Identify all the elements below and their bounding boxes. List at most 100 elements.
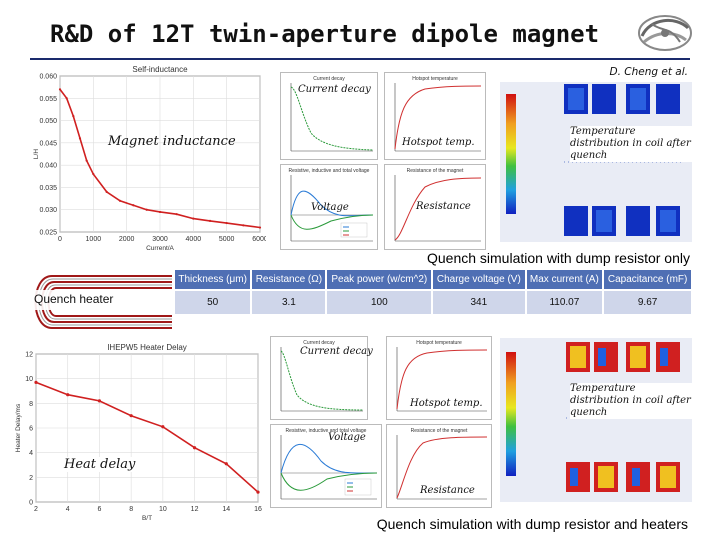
lower-resistance-plot: Resistance of the magnet <box>386 424 492 508</box>
heater-parameter-table: Thickness (μm) Resistance (Ω) Peak power… <box>175 270 693 314</box>
upper-current-plot: Current decay <box>280 72 378 160</box>
series-line <box>35 381 259 493</box>
upper-temp-dist-label: Temperature distribution in coil after q… <box>570 126 694 162</box>
data-point <box>97 399 102 403</box>
table-header-cell: Max current (A) <box>525 270 605 290</box>
plot-title: Hotspot temperature <box>412 76 458 82</box>
upper-resistance-plot: Resistance of the magnet <box>384 164 486 250</box>
data-point <box>161 425 165 429</box>
plot-title: Current decay <box>313 76 345 82</box>
table-cell: 341 <box>432 289 527 314</box>
data-point <box>242 224 245 227</box>
y-tick-label: 10 <box>25 376 33 383</box>
x-tick-label: 5000 <box>219 236 235 243</box>
lower-current-decay-label: Current decay <box>300 346 373 357</box>
plot-title: Resistance of the magnet <box>407 168 464 174</box>
table-header-cell: Resistance (Ω) <box>251 270 328 290</box>
y-tick-label: 0.045 <box>39 140 57 147</box>
y-tick-label: 2 <box>29 475 33 482</box>
x-tick-label: 4000 <box>186 236 202 243</box>
x-tick-label: 16 <box>254 506 262 513</box>
swirl-logo-icon <box>638 15 692 51</box>
y-tick-label: 6 <box>29 426 33 433</box>
data-point <box>65 97 68 100</box>
chart-title: IHEPW5 Heater Delay <box>107 343 187 352</box>
table-header-cell: Peak power (w/cm^2) <box>326 270 434 290</box>
data-point <box>192 217 195 220</box>
x-tick-label: 0 <box>58 236 62 243</box>
data-point <box>175 213 178 216</box>
plot-title: Resistive, inductive and total voltage <box>289 168 370 174</box>
y-tick-label: 0.030 <box>39 207 57 214</box>
y-tick-label: 0.040 <box>39 163 57 170</box>
table-cell: 110.07 <box>525 289 605 314</box>
table-header-cell: Charge voltage (V) <box>432 270 527 290</box>
x-tick-label: 3000 <box>152 236 168 243</box>
lower-voltage-label: Voltage <box>328 432 366 443</box>
y-tick-label: 0 <box>29 500 33 507</box>
y-tick-label: 0.025 <box>39 230 57 237</box>
data-point <box>192 446 197 450</box>
data-point <box>256 490 260 494</box>
y-tick-label: 0.060 <box>39 74 57 81</box>
plot-title: Hotspot temperature <box>416 340 462 346</box>
data-point <box>78 137 82 140</box>
lower-resistance-label: Resistance <box>420 485 475 496</box>
magnet-inductance-label: Magnet inductance <box>108 134 236 149</box>
x-tick-label: 6000 <box>252 236 266 243</box>
upper-hotspot-label: Hotspot temp. <box>402 137 475 148</box>
plot-title: Resistive, inductive and total voltage <box>286 428 367 434</box>
data-point <box>34 380 38 384</box>
lower-hotspot-label: Hotspot temp. <box>410 398 483 409</box>
data-point <box>224 462 228 466</box>
lower-voltage-plot: Resistive, inductive and total voltage <box>270 424 382 508</box>
table-header-cell: Thickness (μm) <box>175 270 253 290</box>
y-tick-label: 4 <box>29 450 33 457</box>
data-point <box>225 221 228 225</box>
upper-current-decay-label: Current decay <box>298 84 371 95</box>
table-header-row: Thickness (μm) Resistance (Ω) Peak power… <box>175 270 693 290</box>
lower-caption: Quench simulation with dump resistor and… <box>376 516 688 532</box>
table-row: 50 3.1 100 341 110.07 9.67 <box>175 289 693 314</box>
slide-title: R&D of 12T twin-aperture dipole magnet <box>50 20 600 48</box>
y-tick-label: 12 <box>25 352 33 359</box>
upper-voltage-label: Voltage <box>311 202 349 213</box>
quench-heater-illustration <box>22 266 192 338</box>
data-point <box>145 208 148 211</box>
upper-hotspot-plot: Hotspot temperature <box>384 72 486 160</box>
x-tick-label: 4 <box>66 506 70 513</box>
upper-temperature-distribution <box>500 82 692 242</box>
y-tick-label: 0.035 <box>39 185 57 192</box>
x-tick-label: 2 <box>34 506 38 513</box>
x-tick-label: 8 <box>129 506 133 513</box>
table-cell: 50 <box>175 289 253 314</box>
upper-caption: Quench simulation with dump resistor onl… <box>426 250 690 266</box>
x-tick-label: 1000 <box>86 236 102 243</box>
data-point <box>92 172 95 176</box>
data-point <box>129 414 133 418</box>
data-point <box>118 199 122 202</box>
upper-resistance-label: Resistance <box>416 201 471 212</box>
data-point <box>158 210 162 214</box>
lower-hotspot-plot: Hotspot temperature <box>386 336 492 420</box>
title-rule <box>30 58 690 60</box>
y-tick-label: 0.050 <box>39 118 57 125</box>
y-axis-label: L/H <box>33 149 40 159</box>
lower-temp-dist-label: Temperature distribution in coil after q… <box>570 383 694 419</box>
data-point <box>208 219 212 222</box>
x-axis-label: Current/A <box>146 245 174 252</box>
data-point <box>58 88 62 91</box>
quench-heater-label: Quench heater <box>34 292 114 306</box>
data-point <box>105 190 108 193</box>
author: D. Cheng et al. <box>609 66 688 78</box>
chart-title: Self-inductance <box>132 65 188 74</box>
upper-voltage-plot: Resistive, inductive and total voltage <box>280 164 378 250</box>
x-tick-label: 6 <box>97 506 101 513</box>
table-cell: 9.67 <box>603 289 693 314</box>
data-point <box>72 115 75 118</box>
table-cell: 100 <box>326 289 434 314</box>
data-point <box>85 159 88 162</box>
y-axis-label: Heater Delay/ms <box>15 403 22 452</box>
x-tick-label: 12 <box>191 506 199 513</box>
lower-temperature-distribution <box>500 338 692 502</box>
